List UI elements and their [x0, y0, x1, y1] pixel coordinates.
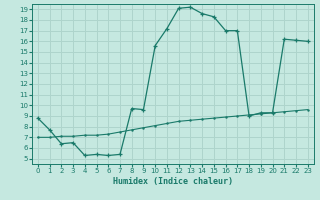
X-axis label: Humidex (Indice chaleur): Humidex (Indice chaleur) [113, 177, 233, 186]
